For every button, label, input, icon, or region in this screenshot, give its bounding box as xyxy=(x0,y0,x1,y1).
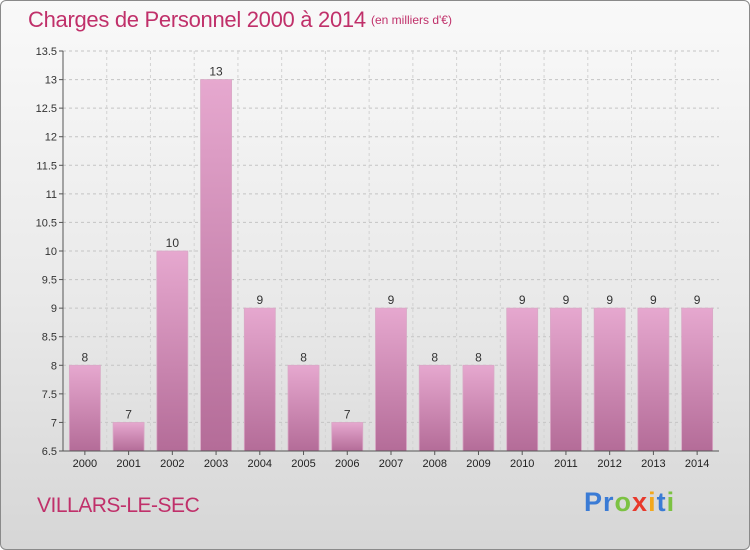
bar-2013 xyxy=(637,307,670,452)
x-tick-label-2005: 2005 xyxy=(291,458,315,470)
x-tick-label-2010: 2010 xyxy=(510,458,534,470)
bar-2003 xyxy=(200,79,232,452)
data-label-2009: 8 xyxy=(475,350,482,364)
axes xyxy=(59,50,719,455)
data-label-2007: 9 xyxy=(388,293,395,307)
logo-letter: r xyxy=(603,487,615,517)
y-tick-label: 10.5 xyxy=(36,217,57,229)
y-tick-label: 8 xyxy=(51,360,57,372)
y-tick-label: 11.5 xyxy=(36,160,57,172)
x-tick-label-2014: 2014 xyxy=(685,458,709,470)
bar-2002 xyxy=(156,250,189,452)
logo-letter: i xyxy=(648,487,657,517)
data-label-2000: 8 xyxy=(82,350,89,364)
x-tick-label-2007: 2007 xyxy=(379,458,403,470)
y-tick-label: 12.5 xyxy=(36,103,57,115)
x-tick-label-2006: 2006 xyxy=(335,458,359,470)
y-tick-label: 10 xyxy=(45,246,57,258)
data-label-2003: 13 xyxy=(209,65,223,79)
data-label-2004: 9 xyxy=(256,293,263,307)
data-label-2006: 7 xyxy=(344,407,351,421)
bar-2000 xyxy=(68,364,101,452)
data-label-2013: 9 xyxy=(650,293,657,307)
logo-letter: x xyxy=(632,487,649,517)
y-tick-label: 6.5 xyxy=(42,446,57,458)
logo-letter: P xyxy=(584,487,604,517)
x-tick-label-2001: 2001 xyxy=(116,458,140,470)
x-tick-label-2012: 2012 xyxy=(597,458,621,470)
bar-2010 xyxy=(506,307,539,452)
x-tick-label-2003: 2003 xyxy=(204,458,228,470)
y-tick-label: 12 xyxy=(45,132,57,144)
labels: 6.5 7 7.5 8 8.5 9 9.5 10 10.5 11 11.5 12 12.5 13 13.5 8… xyxy=(36,46,710,470)
y-tick-label: 13.5 xyxy=(36,46,57,58)
x-tick-label-2004: 2004 xyxy=(248,458,272,470)
bar-2014 xyxy=(681,307,714,452)
y-tick-label: 7 xyxy=(51,417,57,429)
chart-unit-note: (en milliers d'€) xyxy=(371,13,452,27)
bar-2009 xyxy=(462,364,495,452)
logo-letter: o xyxy=(614,487,633,517)
chart-title: Charges de Personnel 2000 à 2014 xyxy=(28,7,366,32)
bars xyxy=(68,79,714,452)
data-label-2010: 9 xyxy=(519,293,526,307)
x-tick-label-2008: 2008 xyxy=(422,458,446,470)
y-tick-label: 9 xyxy=(51,303,57,315)
x-tick-label-2000: 2000 xyxy=(73,458,97,470)
bar-2005 xyxy=(287,364,320,452)
data-label-2012: 9 xyxy=(606,293,613,307)
bar-2007 xyxy=(375,307,407,452)
logo-letter: t xyxy=(656,487,667,517)
bar-2008 xyxy=(418,364,451,452)
bar-2001 xyxy=(112,422,145,452)
x-tick-label-2002: 2002 xyxy=(160,458,184,470)
y-tick-label: 7.5 xyxy=(42,389,57,401)
proxiti-logo: Proxiti xyxy=(584,487,675,518)
data-label-2002: 10 xyxy=(166,236,180,250)
data-label-2001: 7 xyxy=(125,407,132,421)
data-label-2011: 9 xyxy=(563,293,570,307)
logo-letter: i xyxy=(666,487,676,517)
y-tick-label: 8.5 xyxy=(42,332,57,344)
data-label-2014: 9 xyxy=(694,293,701,307)
bar-2011 xyxy=(550,307,582,452)
y-tick-label: 13 xyxy=(45,75,57,87)
x-tick-label-2013: 2013 xyxy=(641,458,665,470)
bar-2006 xyxy=(331,422,364,452)
y-tick-label: 9.5 xyxy=(42,275,57,287)
data-label-2005: 8 xyxy=(300,350,307,364)
bar-2012 xyxy=(593,307,626,452)
bar-2004 xyxy=(243,307,276,452)
y-tick-label: 11 xyxy=(46,189,57,201)
commune-name: VILLARS-LE-SEC xyxy=(37,494,200,517)
data-label-2008: 8 xyxy=(431,350,438,364)
x-tick-label-2011: 2011 xyxy=(554,458,578,470)
x-tick-label-2009: 2009 xyxy=(466,458,490,470)
